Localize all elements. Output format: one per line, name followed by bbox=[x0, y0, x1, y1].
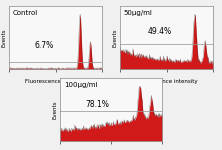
Text: 6.7%: 6.7% bbox=[35, 40, 54, 50]
Text: Control: Control bbox=[13, 10, 38, 16]
Text: 49.4%: 49.4% bbox=[148, 27, 172, 36]
X-axis label: Fluorescence intensity: Fluorescence intensity bbox=[136, 79, 197, 84]
Text: 50µg/ml: 50µg/ml bbox=[124, 10, 153, 16]
Y-axis label: Events: Events bbox=[113, 28, 118, 47]
Y-axis label: Events: Events bbox=[2, 28, 7, 47]
Text: 78.1%: 78.1% bbox=[85, 100, 109, 109]
Y-axis label: Events: Events bbox=[53, 100, 58, 119]
Text: 100µg/ml: 100µg/ml bbox=[64, 82, 97, 88]
X-axis label: Fluorescence intensity: Fluorescence intensity bbox=[25, 79, 86, 84]
